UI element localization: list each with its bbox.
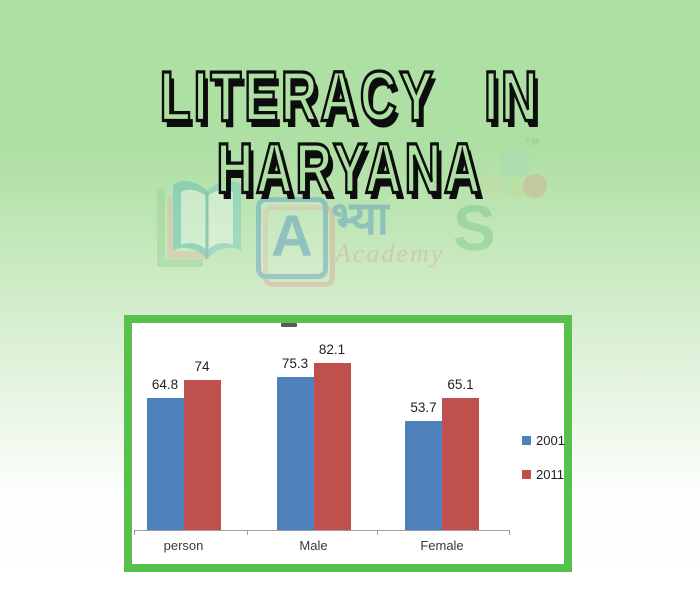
value-label-2011-female: 65.1 — [447, 377, 474, 392]
x-axis-tick — [509, 530, 510, 535]
x-axis-tick — [247, 530, 248, 535]
chart-area: 2001 2011 person 64.8 74 Male 75.3 82.1 Female 5… — [132, 323, 565, 564]
category-label-person: person — [163, 538, 204, 553]
bar-2011-person — [183, 380, 221, 530]
logo-letter-s: S — [453, 192, 496, 264]
legend-swatch-2011 — [522, 470, 531, 479]
category-label-male: Male — [299, 538, 328, 553]
value-label-2011-person: 74 — [194, 359, 210, 374]
value-label-2001-person: 64.8 — [151, 377, 179, 392]
academy-logo-watermark: A भ्या S Academy TM — [145, 135, 555, 287]
rounded-square-icon — [501, 151, 529, 176]
bar-2001-female — [405, 421, 442, 530]
logo-hindi-text: भ्या — [331, 192, 389, 244]
triangle-icon — [505, 177, 531, 197]
chart-legend: 2001 2011 — [522, 433, 565, 501]
trademark-mark: TM — [525, 137, 540, 147]
x-axis-tick — [134, 530, 135, 535]
bar-2011-male — [313, 363, 351, 530]
logo-a-box-shadow — [263, 205, 335, 287]
hexagon-icon — [479, 174, 505, 197]
x-axis-tick — [377, 530, 378, 535]
legend-label-2001: 2001 — [536, 433, 565, 448]
logo-academy-text: Academy — [335, 239, 445, 268]
legend-item-2001: 2001 — [522, 433, 565, 448]
bar-2001-male — [276, 377, 314, 530]
page-title: LITERACY IN HARYANA — [0, 59, 700, 213]
chart-frame: 2001 2011 person 64.8 74 Male 75.3 82.1 Female 5… — [124, 315, 572, 572]
title-line-1: LITERACY IN — [158, 58, 541, 136]
title-line-2: HARYANA — [215, 130, 484, 208]
legend-label-2011: 2011 — [536, 467, 564, 482]
open-book-icon — [157, 181, 241, 267]
legend-swatch-2001 — [522, 436, 531, 445]
category-label-female: Female — [420, 538, 464, 553]
value-label-2001-male: 75.3 — [281, 356, 309, 371]
legend-item-2011: 2011 — [522, 467, 565, 482]
bar-2001-person — [146, 398, 184, 530]
x-axis-line — [134, 530, 509, 531]
bar-2011-female — [442, 398, 479, 530]
value-label-2001-female: 53.7 — [410, 400, 437, 415]
circle-icon — [523, 174, 547, 198]
value-label-2011-male: 82.1 — [318, 342, 346, 357]
chart-title-fragment — [281, 323, 297, 327]
logo-letter-a: A — [256, 197, 328, 279]
